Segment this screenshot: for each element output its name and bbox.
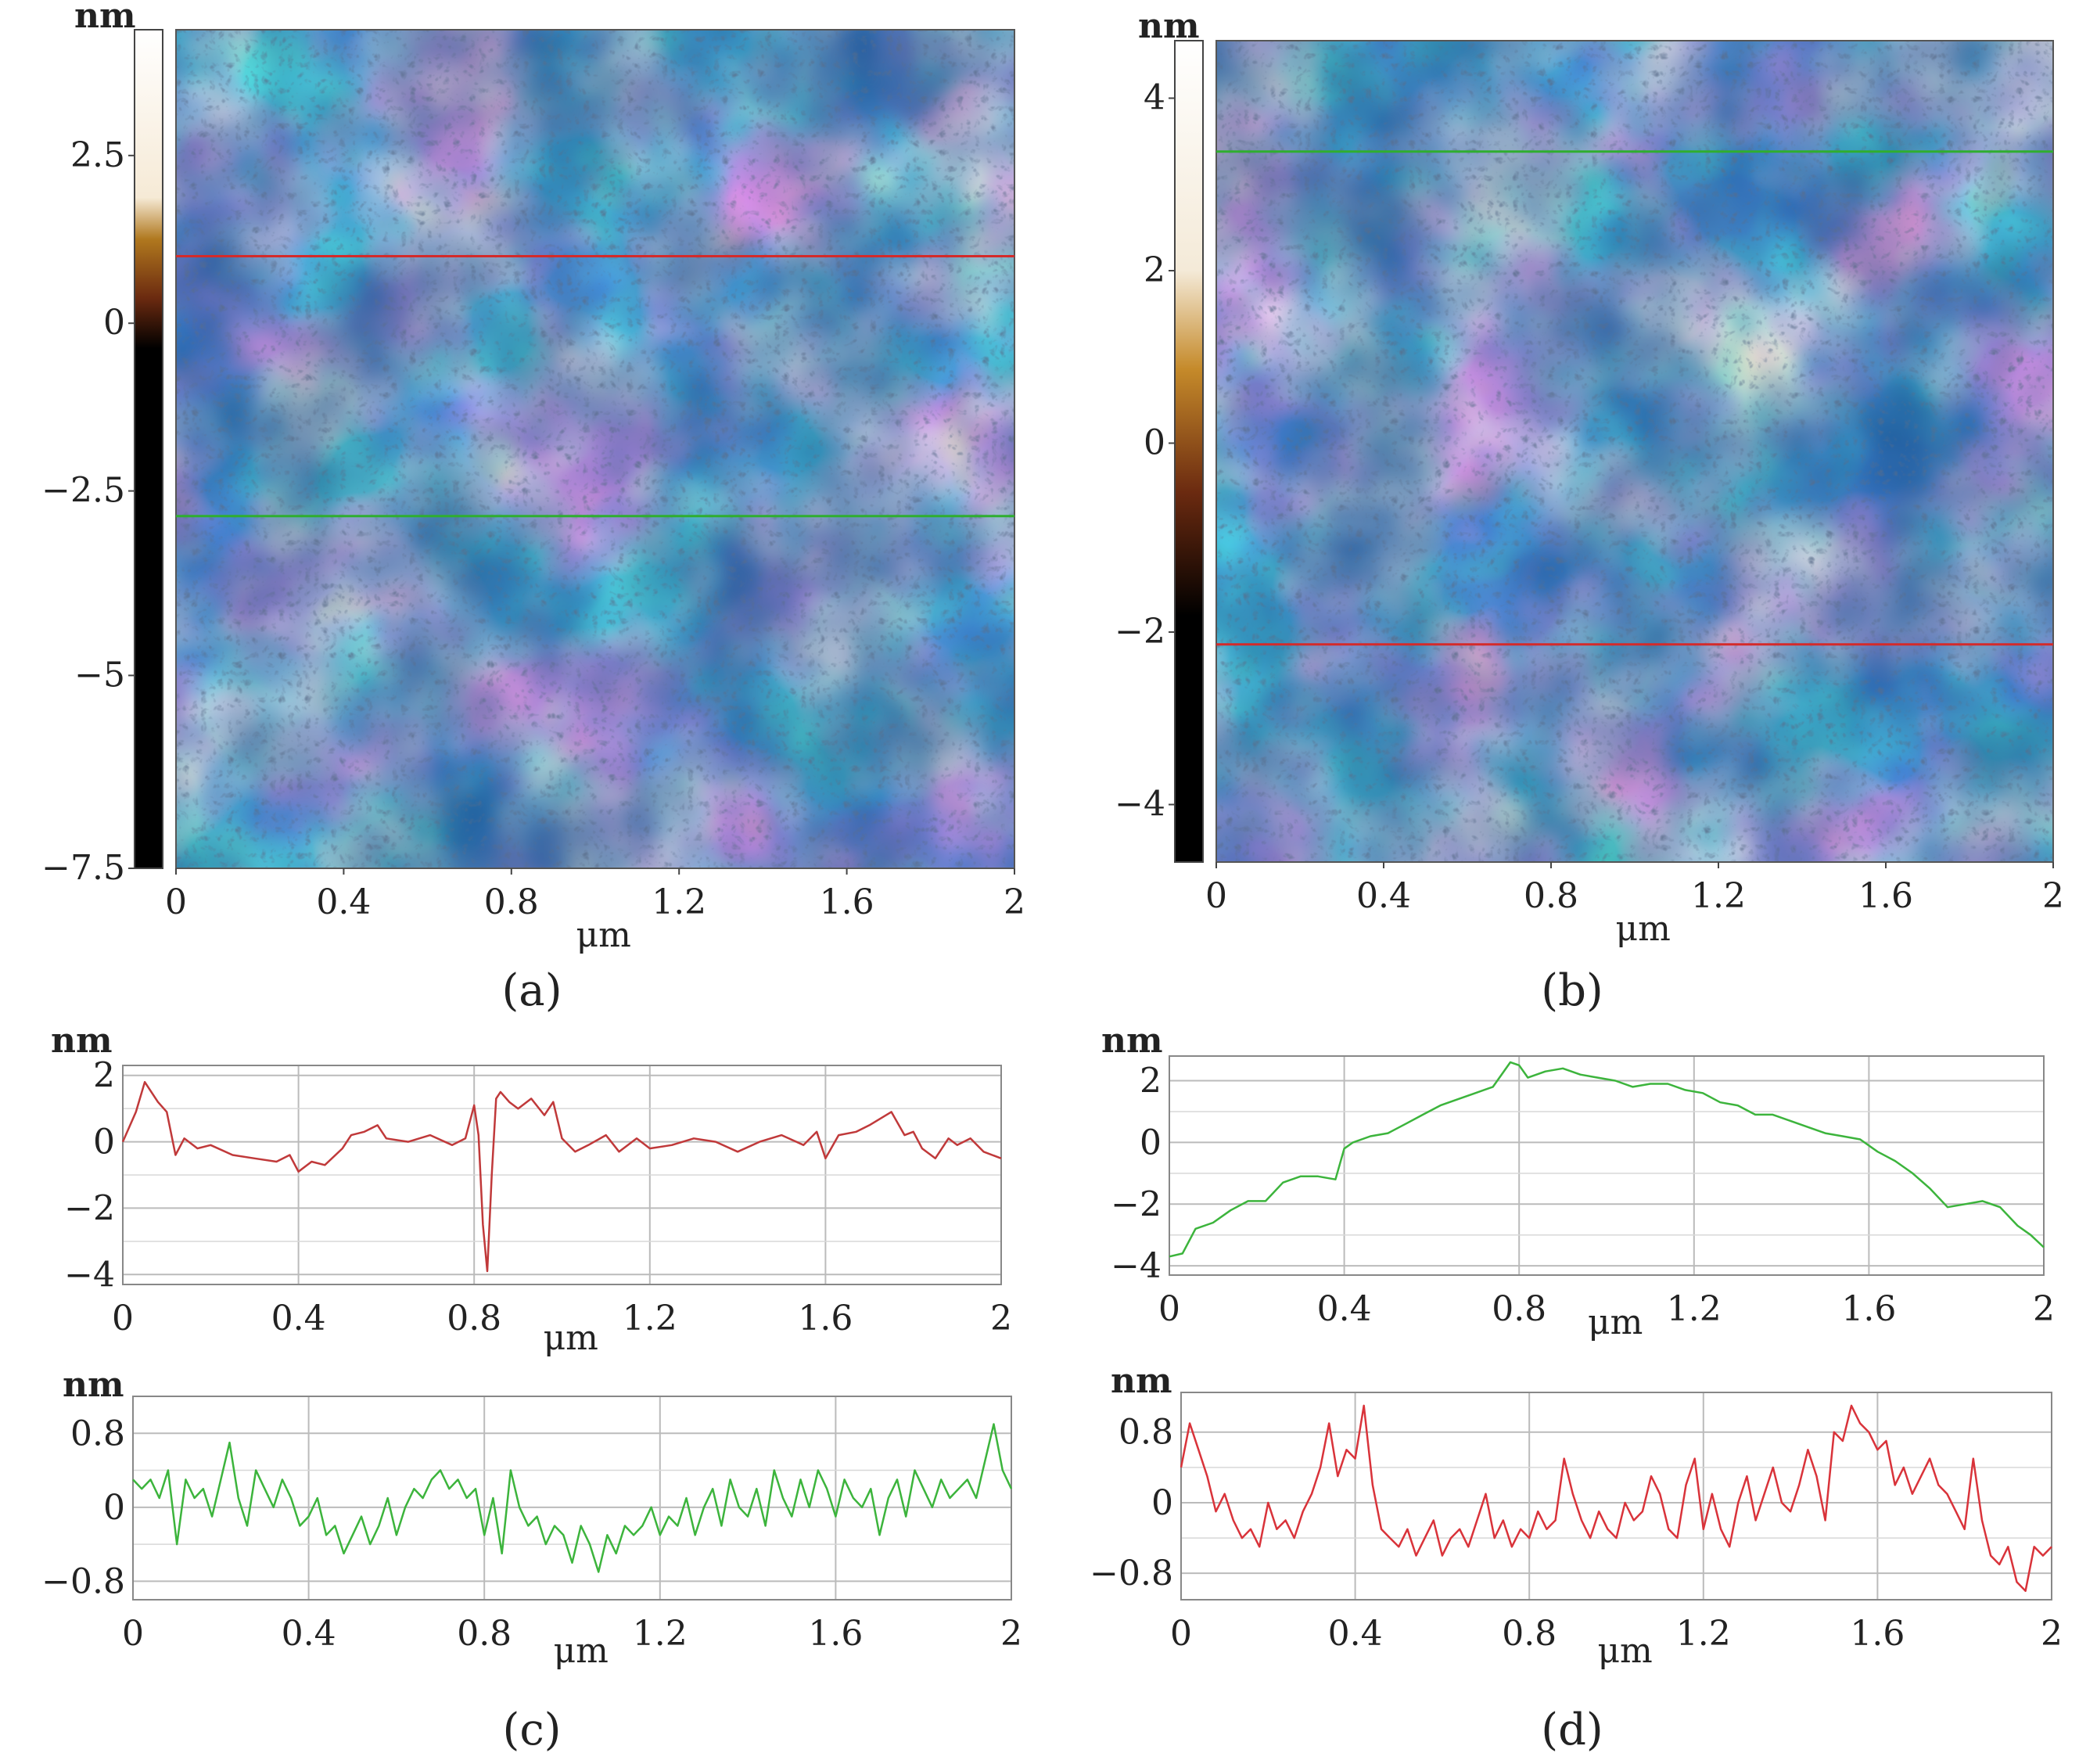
y-tick-label: −0.8	[41, 1561, 125, 1601]
x-tick-label: 2	[2042, 876, 2064, 916]
y-tick-label: −2	[64, 1188, 115, 1228]
x-tick-label: 1.6	[1858, 876, 1913, 916]
x-tick-label: 2	[990, 1299, 1012, 1338]
plot-frame	[132, 1396, 1012, 1601]
x-tick-label: 1.6	[1850, 1614, 1905, 1654]
x-tick-label: 0.4	[316, 882, 371, 922]
afm-images: nm 2.5 0 −2.5 −5 −7.5 0 0.4 0.8 1.2 1.6 2 μm nm 4 2 0 −2 −…	[41, 0, 2064, 955]
x-tick-label: 0	[112, 1299, 134, 1338]
y-tick-label: 0.8	[1118, 1413, 1173, 1453]
x-tick-label: 0	[1205, 876, 1227, 916]
x-tick-label: 0.4	[282, 1614, 336, 1654]
colorbar-unit-label: nm	[1138, 6, 1200, 46]
colorbar-tick-label: −2.5	[41, 471, 125, 511]
y-tick-label: −4	[64, 1255, 115, 1295]
y-axis-unit: nm	[1111, 1361, 1172, 1401]
colorbar-tick-label: 4	[1144, 78, 1165, 118]
caption-a: (a)	[501, 965, 562, 1016]
caption-c: (c)	[502, 1705, 561, 1755]
y-tick-label: −4	[1111, 1246, 1162, 1286]
x-axis-unit: μm	[554, 1631, 609, 1671]
y-tick-label: 0	[1151, 1483, 1173, 1523]
x-tick-label: 0.8	[447, 1299, 501, 1338]
x-tick-label: 1.6	[808, 1614, 863, 1654]
x-tick-label: 1.2	[1691, 876, 1746, 916]
x-tick-label: 0.8	[457, 1614, 512, 1654]
profile-series-line	[1180, 1404, 2052, 1592]
heatmap-panel-b: nm 4 2 0 −2 −4 0 0.4 0.8 1.2 1.6 2 μm	[1115, 6, 2064, 949]
colorbar-tick-label: −5	[74, 655, 125, 695]
x-tick-label: 0.4	[1356, 876, 1411, 916]
colorbar-tick-label: 0	[1144, 423, 1165, 463]
x-tick-label: 1.2	[1667, 1289, 1722, 1329]
colorbar	[134, 29, 163, 869]
colorbar-tick-label: −4	[1115, 785, 1165, 825]
x-tick-label: 1.2	[623, 1299, 677, 1338]
x-tick-label: 0	[165, 882, 187, 922]
caption-d: (d)	[1541, 1705, 1603, 1755]
x-tick-label: 2	[2033, 1289, 2055, 1329]
x-tick-label: 1.6	[820, 882, 874, 922]
y-tick-label: 0	[1140, 1123, 1162, 1162]
x-axis-unit: μm	[544, 1318, 598, 1358]
x-tick-label: 2	[2041, 1614, 2063, 1654]
y-tick-label: 0	[103, 1488, 125, 1528]
x-tick-label: 0.8	[1524, 876, 1578, 916]
x-tick-label: 2	[1000, 1614, 1022, 1654]
x-tick-label: 1.6	[1841, 1289, 1896, 1329]
colorbar-tick-label: 2	[1144, 250, 1165, 290]
colorbar-unit-label: nm	[74, 0, 136, 36]
afm-image-frame	[175, 29, 1015, 869]
x-tick-label: 0	[1170, 1614, 1192, 1654]
y-tick-label: 2	[93, 1056, 115, 1096]
plot-frame	[122, 1065, 1002, 1285]
x-axis-unit: μm	[576, 915, 631, 955]
y-tick-label: −0.8	[1090, 1554, 1173, 1593]
y-axis-unit: nm	[1101, 1021, 1163, 1061]
profile-plots: 0 0.4 0.8 1.2 1.6 2 2 0 −2 −4 nm μm 0 0.4 0.8 1.2 1.6 2 0.…	[41, 1021, 2063, 1671]
x-tick-label: 0.4	[1317, 1289, 1372, 1329]
y-tick-label: 0.8	[70, 1414, 125, 1453]
x-tick-label: 0	[1158, 1289, 1180, 1329]
x-tick-label: 1.2	[652, 882, 706, 922]
y-tick-label: 2	[1140, 1062, 1162, 1101]
x-axis-unit: μm	[1588, 1302, 1643, 1342]
y-tick-label: 0	[93, 1123, 115, 1162]
profile-plot: 0 0.4 0.8 1.2 1.6 2 0.8 0 −0.8 nm μm	[1090, 1361, 2063, 1671]
colorbar	[1174, 40, 1204, 863]
y-tick-label: −2	[1111, 1184, 1162, 1224]
x-tick-label: 0.4	[271, 1299, 326, 1338]
x-axis-unit: μm	[1597, 1631, 1652, 1671]
heatmap-panel-a: nm 2.5 0 −2.5 −5 −7.5 0 0.4 0.8 1.2 1.6 2 μm	[41, 0, 1025, 955]
colorbar-tick-label: 2.5	[70, 135, 125, 175]
x-tick-label: 1.2	[1676, 1614, 1731, 1654]
x-tick-label: 0.8	[1502, 1614, 1557, 1654]
afm-image-grain	[1216, 41, 2053, 862]
x-tick-label: 0	[122, 1614, 144, 1654]
x-axis-unit: μm	[1616, 909, 1671, 949]
y-axis-unit: nm	[51, 1021, 113, 1061]
colorbar-tick-label: −2	[1115, 612, 1165, 652]
profile-series-line	[121, 1080, 1002, 1273]
plot-frame	[1169, 1055, 2045, 1276]
caption-b: (b)	[1541, 965, 1603, 1016]
afm-image-grain	[176, 30, 1014, 868]
profile-plot: 0 0.4 0.8 1.2 1.6 2 2 0 −2 −4 nm μm	[51, 1021, 1012, 1358]
colorbar-tick-label: −7.5	[41, 848, 125, 888]
x-tick-label: 2	[1004, 882, 1025, 922]
x-tick-label: 1.2	[633, 1614, 688, 1654]
profile-plot: 0 0.4 0.8 1.2 1.6 2 0.8 0 −0.8 nm μm	[41, 1365, 1022, 1671]
profile-plot: 0 0.4 0.8 1.2 1.6 2 2 0 −2 −4 nm μm	[1101, 1021, 2055, 1342]
plot-frame	[1180, 1392, 2052, 1601]
x-tick-label: 0.8	[484, 882, 539, 922]
y-axis-unit: nm	[63, 1365, 124, 1405]
x-tick-label: 1.6	[798, 1299, 853, 1338]
x-tick-label: 0.8	[1492, 1289, 1546, 1329]
profile-series-line	[1169, 1061, 2045, 1258]
colorbar-tick-label: 0	[103, 303, 125, 343]
profile-series-line	[132, 1423, 1013, 1573]
x-tick-label: 0.4	[1328, 1614, 1383, 1654]
afm-image-frame	[1215, 40, 2054, 863]
